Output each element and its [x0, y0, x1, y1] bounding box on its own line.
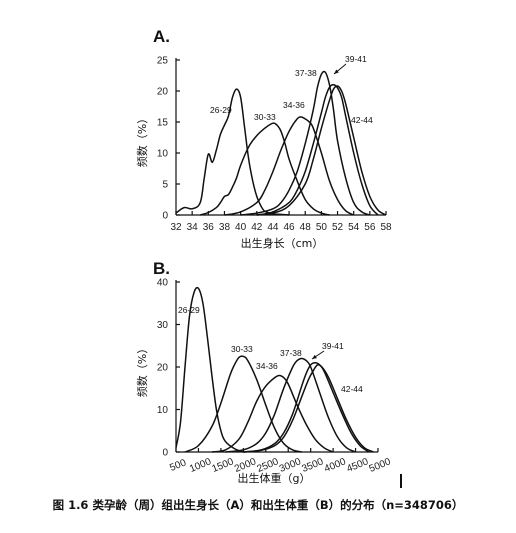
- panel-label: B.: [153, 259, 170, 278]
- x-tick-label: 4500: [345, 456, 370, 475]
- series-annotation-30-33: 30-33: [254, 112, 276, 122]
- x-tick-label: 46: [284, 222, 296, 233]
- x-tick-label: 36: [203, 222, 215, 233]
- y-axis-label: 频数（%）: [135, 113, 149, 167]
- series-line-39-41: [243, 362, 370, 453]
- series-annotation-42-44: 42-44: [351, 115, 373, 125]
- x-tick-label: 40: [235, 222, 247, 233]
- series-line-42-44: [243, 363, 374, 453]
- annotation-arrowhead: [312, 354, 317, 359]
- x-tick-label: 1500: [211, 456, 236, 475]
- x-axis-label: 出生体重（g）: [238, 471, 311, 485]
- series-annotation-37-38: 37-38: [295, 68, 317, 78]
- x-tick-label: 4000: [323, 456, 348, 475]
- series-annotation-26-29: 26-29: [178, 305, 200, 315]
- x-tick-label: 44: [267, 222, 279, 233]
- y-tick-label: 5: [162, 180, 168, 191]
- x-tick-label: 500: [168, 457, 188, 474]
- series-line-42-44: [256, 85, 387, 216]
- series-line-34-36: [211, 374, 334, 453]
- series-line-34-36: [224, 116, 355, 216]
- annotation-arrowhead: [334, 69, 339, 74]
- figure-caption: 图 1.6 类孕龄（周）组出生身长（A）和出生体重（B）的分布（n=348706…: [52, 498, 464, 512]
- x-tick-label: 38: [219, 222, 231, 233]
- y-tick-label: 0: [162, 211, 168, 222]
- series-annotation-30-33: 30-33: [231, 344, 253, 354]
- x-tick-label: 50: [316, 222, 328, 233]
- x-axis-label: 出生身长（cm）: [241, 236, 324, 250]
- y-tick-label: 30: [157, 320, 169, 331]
- y-tick-label: 0: [162, 448, 168, 459]
- series-line-26-29: [175, 286, 244, 453]
- x-tick-label: 54: [348, 222, 360, 233]
- y-tick-label: 10: [157, 405, 169, 416]
- y-tick-label: 15: [157, 118, 169, 129]
- x-tick-label: 52: [332, 222, 344, 233]
- chart-panel-b: B.500 10001500200025003000350040004500500…: [135, 259, 393, 485]
- x-tick-label: 34: [187, 222, 199, 233]
- x-tick-label: 5000: [368, 456, 393, 475]
- series-annotation-39-41: 39-41: [345, 54, 367, 64]
- series-annotation-26-29: 26-29: [210, 105, 232, 115]
- series-line-26-29: [175, 88, 290, 216]
- series-annotation-34-36: 34-36: [256, 361, 278, 371]
- x-tick-label: 56: [364, 222, 376, 233]
- y-tick-label: 40: [157, 278, 169, 289]
- series-line-37-38: [225, 357, 356, 453]
- y-tick-label: 20: [157, 87, 169, 98]
- series-line-39-41: [256, 84, 379, 216]
- y-tick-label: 25: [157, 56, 169, 67]
- x-tick-label: 1000: [188, 456, 213, 475]
- text-cursor-mark: [400, 474, 402, 488]
- y-tick-label: 20: [157, 363, 169, 374]
- y-tick-label: 10: [157, 149, 169, 160]
- series-annotation-39-41: 39-41: [322, 341, 344, 351]
- series-annotation-37-38: 37-38: [280, 348, 302, 358]
- y-axis-label: 频数（%）: [135, 343, 149, 397]
- series-annotation-34-36: 34-36: [283, 100, 305, 110]
- series-annotation-42-44: 42-44: [341, 384, 363, 394]
- x-tick-label: 32: [170, 222, 182, 233]
- x-tick-label: 48: [300, 222, 312, 233]
- series-line-37-38: [240, 70, 371, 216]
- x-tick-label: 58: [380, 222, 392, 233]
- chart-panel-a: A. 32 34 36 38 40 42 44 46 48 50 52 54 56 58 0 5 10 15 20 25…: [135, 27, 392, 250]
- panel-label: A.: [153, 27, 170, 46]
- x-tick-label: 42: [251, 222, 263, 233]
